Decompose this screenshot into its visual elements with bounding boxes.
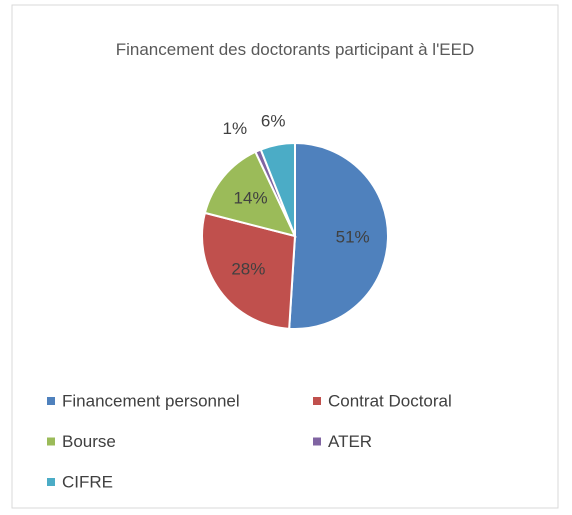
data-label: 28% [231,259,265,278]
legend-label: ATER [328,432,372,451]
legend-swatch [313,397,321,405]
legend-label: Bourse [62,432,116,451]
legend-swatch [313,437,321,446]
legend-label: CIFRE [62,472,113,491]
legend-label: Contrat Doctoral [328,391,452,410]
data-label: 14% [234,189,268,208]
pie-slice [201,211,297,330]
legend-swatch [47,478,55,486]
legend-swatch [47,437,55,446]
pie-slice [203,150,297,238]
legend-label: Financement personnel [62,391,240,410]
legend-swatch [47,397,55,405]
data-label: 51% [336,227,370,246]
pie-slice [288,141,389,330]
data-label: 6% [261,111,286,130]
data-label: 1% [223,119,248,138]
chart-title: Financement des doctorants participant à… [115,40,475,59]
pie-slice [259,141,296,237]
